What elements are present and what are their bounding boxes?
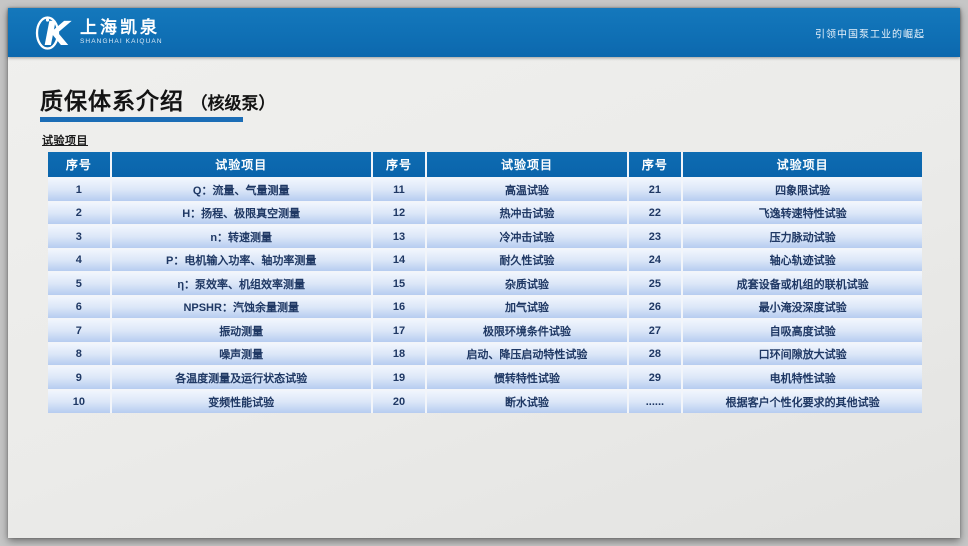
row-index-cell: 4 bbox=[48, 247, 112, 273]
col-header-index-1: 序号 bbox=[48, 152, 112, 179]
logo-text-block: 上海凯泉 SHANGHAI KAIQUAN bbox=[80, 19, 163, 46]
test-item-cell: 振动测量 bbox=[109, 318, 373, 344]
table-row: 1 Q：流量、气量测量 11 高温试验 21 四象限试验 bbox=[48, 177, 922, 203]
test-item-cell: 惯转特性试验 bbox=[425, 365, 629, 391]
row-index-cell: 22 bbox=[626, 200, 684, 226]
table-row: 10 变频性能试验 20 断水试验...... 根据客户个性化要求的其他试验 bbox=[48, 388, 922, 413]
test-item-cell: 冷冲击试验 bbox=[425, 224, 629, 250]
test-item-cell: NPSHR：汽蚀余量测量 bbox=[109, 294, 373, 320]
test-item-cell: 变频性能试验 bbox=[109, 388, 373, 413]
section-label: 试验项目 bbox=[42, 135, 88, 147]
row-index-cell: 19 bbox=[370, 365, 428, 391]
logo-name-english: SHANGHAI KAIQUAN bbox=[80, 38, 163, 46]
test-item-cell: 最小淹没深度试验 bbox=[681, 294, 922, 320]
row-index-cell: 12 bbox=[370, 200, 428, 226]
test-items-table: 序号 试验项目 序号 试验项目 序号 试验项目 1 Q：流量、气量测量 11 高温试验… bbox=[48, 152, 922, 413]
row-index-cell: 28 bbox=[626, 341, 684, 367]
header-row: 序号 试验项目 序号 试验项目 序号 试验项目 bbox=[48, 152, 922, 179]
presentation-slide: K 上海凯泉 SHANGHAI KAIQUAN 引领中国泵工业的崛起 质保体系介… bbox=[8, 8, 960, 538]
page-title: 质保体系介绍 （核级泵） bbox=[40, 82, 275, 116]
row-index-cell: 13 bbox=[370, 224, 428, 250]
col-header-item-3: 试验项目 bbox=[681, 152, 922, 179]
test-item-cell: 高温试验 bbox=[425, 177, 629, 203]
row-index-cell: 17 bbox=[370, 318, 428, 344]
test-item-cell: P：电机输入功率、轴功率测量 bbox=[109, 247, 373, 273]
row-index-cell: 15 bbox=[370, 271, 428, 297]
row-index-cell: 3 bbox=[48, 224, 112, 250]
row-index-cell: 18 bbox=[370, 341, 428, 367]
row-index-cell: 27 bbox=[626, 318, 684, 344]
test-item-cell: 口环间隙放大试验 bbox=[681, 341, 922, 367]
table-row: 7 振动测量 17 极限环境条件试验 27 自吸高度试验 bbox=[48, 318, 922, 344]
row-index-cell: ...... bbox=[626, 388, 684, 413]
row-index-cell: 26 bbox=[626, 294, 684, 320]
test-item-cell: 断水试验 bbox=[425, 388, 629, 413]
table-row: 9 各温度测量及运行状态试验 19 惯转特性试验 29 电机特性试验 bbox=[48, 365, 922, 391]
test-item-cell: 热冲击试验 bbox=[425, 200, 629, 226]
test-item-cell: 压力脉动试验 bbox=[681, 224, 922, 250]
row-index-cell: 1 bbox=[48, 177, 112, 203]
table-row: 6 NPSHR：汽蚀余量测量 16 加气试验 26 最小淹没深度试验 bbox=[48, 294, 922, 320]
page-title-suffix: （核级泵） bbox=[190, 94, 276, 113]
row-index-cell: 8 bbox=[48, 341, 112, 367]
row-index-cell: 20 bbox=[370, 388, 428, 413]
row-index-cell: 14 bbox=[370, 247, 428, 273]
row-index-cell: 2 bbox=[48, 200, 112, 226]
table-row: 8 噪声测量 18 启动、降压启动特性试验 28 口环间隙放大试验 bbox=[48, 341, 922, 367]
test-item-cell: 耐久性试验 bbox=[425, 247, 629, 273]
company-logo: K 上海凯泉 SHANGHAI KAIQUAN bbox=[34, 13, 163, 53]
test-table-body: 1 Q：流量、气量测量 11 高温试验 21 四象限试验 2 H：扬程、极限真空测量 12 热冲击… bbox=[48, 177, 922, 413]
row-index-cell: 10 bbox=[48, 388, 112, 413]
test-item-cell: n：转速测量 bbox=[109, 224, 373, 250]
row-index-cell: 24 bbox=[626, 247, 684, 273]
test-item-cell: 电机特性试验 bbox=[681, 365, 922, 391]
test-item-cell: 极限环境条件试验 bbox=[425, 318, 629, 344]
svg-text:K: K bbox=[44, 14, 72, 53]
test-item-cell: 飞逸转速特性试验 bbox=[681, 200, 922, 226]
row-index-cell: 5 bbox=[48, 271, 112, 297]
test-item-cell: 杂质试验 bbox=[425, 271, 629, 297]
row-index-cell: 6 bbox=[48, 294, 112, 320]
row-index-cell: 29 bbox=[626, 365, 684, 391]
test-item-cell: 自吸高度试验 bbox=[681, 318, 922, 344]
test-item-cell: Q：流量、气量测量 bbox=[109, 177, 373, 203]
test-item-cell: 根据客户个性化要求的其他试验 bbox=[681, 388, 922, 413]
test-item-cell: 各温度测量及运行状态试验 bbox=[109, 365, 373, 391]
table-row: 2 H：扬程、极限真空测量 12 热冲击试验 22 飞逸转速特性试验 bbox=[48, 200, 922, 226]
logo-name-chinese: 上海凯泉 bbox=[80, 18, 160, 38]
top-brand-bar: K 上海凯泉 SHANGHAI KAIQUAN 引领中国泵工业的崛起 bbox=[8, 8, 960, 57]
test-item-cell: 四象限试验 bbox=[681, 177, 922, 203]
title-accent-underline bbox=[40, 117, 243, 122]
col-header-item-1: 试验项目 bbox=[109, 152, 373, 179]
test-item-cell: 噪声测量 bbox=[109, 341, 373, 367]
row-index-cell: 23 bbox=[626, 224, 684, 250]
table-row: 3 n：转速测量 13 冷冲击试验 23 压力脉动试验 bbox=[48, 224, 922, 250]
row-index-cell: 11 bbox=[370, 177, 428, 203]
test-item-cell: H：扬程、极限真空测量 bbox=[109, 200, 373, 226]
test-item-cell: 启动、降压启动特性试验 bbox=[425, 341, 629, 367]
test-table-header: 序号 试验项目 序号 试验项目 序号 试验项目 bbox=[48, 152, 922, 179]
table-row: 4 P：电机输入功率、轴功率测量 14 耐久性试验 24 轴心轨迹试验 bbox=[48, 247, 922, 273]
table-row: 5 η：泵效率、机组效率测量 15 杂质试验 25 成套设备或机组的联机试验 bbox=[48, 271, 922, 297]
test-item-cell: 成套设备或机组的联机试验 bbox=[681, 271, 922, 297]
col-header-index-2: 序号 bbox=[370, 152, 428, 179]
row-index-cell: 25 bbox=[626, 271, 684, 297]
brand-slogan: 引领中国泵工业的崛起 bbox=[815, 29, 925, 40]
page-title-main: 质保体系介绍 bbox=[40, 88, 184, 114]
row-index-cell: 16 bbox=[370, 294, 428, 320]
row-index-cell: 21 bbox=[626, 177, 684, 203]
kaiquan-logo-icon: K bbox=[35, 14, 72, 53]
test-item-cell: 加气试验 bbox=[425, 294, 629, 320]
col-header-index-3: 序号 bbox=[626, 152, 684, 179]
test-item-cell: 轴心轨迹试验 bbox=[681, 247, 922, 273]
row-index-cell: 7 bbox=[48, 318, 112, 344]
test-item-cell: η：泵效率、机组效率测量 bbox=[109, 271, 373, 297]
row-index-cell: 9 bbox=[48, 365, 112, 391]
col-header-item-2: 试验项目 bbox=[425, 152, 629, 179]
